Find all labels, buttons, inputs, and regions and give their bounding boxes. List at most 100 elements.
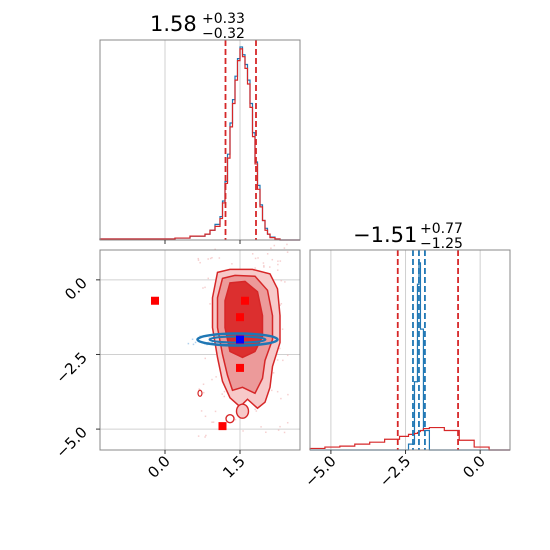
- right-hist-series-1: [309, 426, 510, 451]
- joint-sample-dot: [269, 266, 271, 268]
- joint-sample-dot: [255, 410, 258, 412]
- joint-sample-dot-blue: [194, 341, 197, 344]
- joint-sample-dot: [212, 421, 215, 423]
- top-plot-area: [99, 39, 301, 244]
- right-title-lower: −1.25: [420, 236, 463, 252]
- joint-ytick-label: −2.5: [52, 349, 90, 387]
- top-frame: [99, 39, 301, 241]
- joint-sample-dot: [277, 429, 280, 431]
- panel-joint: 0.0 1.5 0.0 −2.5 −5.0: [52, 243, 301, 482]
- joint-sample-dot: [208, 337, 211, 339]
- joint-sample-dot: [283, 247, 286, 249]
- joint-red-island: [235, 403, 250, 419]
- joint-sample-dot: [214, 248, 216, 251]
- right-xtick-label: −2.5: [376, 452, 414, 490]
- joint-sample-dot: [209, 257, 212, 260]
- joint-sample-dot: [286, 243, 288, 246]
- joint-sample-dot: [287, 393, 289, 396]
- joint-sample-dot: [202, 287, 204, 289]
- joint-sample-dot: [271, 258, 274, 261]
- joint-sample-dot: [273, 244, 276, 247]
- joint-sample-dot: [204, 436, 206, 438]
- joint-sample-dot-blue: [192, 343, 195, 346]
- joint-sample-dot-blue: [191, 338, 194, 341]
- joint-sample-dot-blue: [187, 342, 190, 345]
- joint-sample-dot: [202, 383, 205, 386]
- panel-top-marginal: 1.58 +0.33 −0.32: [99, 11, 301, 244]
- joint-frame: [99, 249, 301, 451]
- joint-sample-dot: [211, 421, 213, 423]
- joint-sample-dot: [197, 259, 200, 261]
- joint-sample-dot: [254, 408, 256, 411]
- joint-sample-dot: [203, 391, 205, 394]
- joint-sample-dot: [234, 418, 237, 421]
- right-frame: [309, 249, 511, 451]
- joint-sample-dot: [280, 302, 283, 305]
- joint-sample-dot: [281, 328, 284, 330]
- joint-sample-dot: [214, 410, 217, 413]
- joint-sample-dot: [276, 269, 279, 271]
- right-title-upper: +0.77: [420, 221, 463, 237]
- joint-sample-dot: [207, 277, 209, 280]
- joint-sample-dot: [209, 303, 211, 305]
- joint-sample-dot: [221, 393, 223, 395]
- joint-sample-dot: [276, 390, 279, 393]
- joint-sample-dot-blue: [211, 342, 213, 344]
- joint-sample-dot: [263, 266, 265, 268]
- joint-sample-dot: [215, 376, 217, 378]
- joint-ytick-label: 0.0: [61, 274, 91, 304]
- top-hist-series-1: [99, 48, 300, 241]
- joint-sample-dot: [223, 395, 226, 398]
- joint-sample-dot: [257, 257, 259, 259]
- joint-sample-dot: [197, 435, 200, 437]
- joint-sample-dot: [272, 372, 275, 374]
- panel-right-marginal: −1.51 +0.77 −1.25 −5.0 −2.5 0.0: [301, 221, 511, 491]
- joint-sample-dot: [271, 389, 273, 392]
- joint-sample-dot: [207, 258, 209, 260]
- joint-xtick-label: 1.5: [219, 452, 249, 482]
- joint-sample-dot: [231, 263, 233, 265]
- top-hist-series-0: [99, 46, 300, 241]
- right-xtick-label: −5.0: [301, 452, 339, 490]
- joint-sample-dot: [205, 434, 207, 437]
- joint-sample-dot: [218, 257, 221, 259]
- joint-xtick-label: 0.0: [144, 452, 174, 482]
- joint-sample-dot: [286, 421, 289, 424]
- joint-sample-dot: [198, 388, 200, 390]
- joint-sample-dot: [279, 347, 281, 350]
- top-title-upper: +0.33: [202, 11, 245, 27]
- joint-sample-dot: [197, 257, 200, 260]
- joint-red-island: [225, 413, 235, 424]
- joint-sample-dot: [286, 251, 289, 253]
- right-xtick-label: 0.0: [459, 452, 489, 482]
- joint-sample-dot: [277, 263, 279, 266]
- joint-marker-0: [151, 296, 159, 305]
- joint-marker-5: [236, 335, 244, 344]
- right-plot-area: −5.0 −2.5 0.0: [301, 249, 511, 491]
- joint-plot-area: 0.0 1.5 0.0 −2.5 −5.0: [52, 243, 301, 482]
- joint-sample-dot: [270, 247, 272, 250]
- joint-sample-dot: [200, 410, 203, 412]
- joint-sample-dot: [204, 415, 207, 418]
- joint-sample-dot: [254, 267, 256, 269]
- top-title-lower: −0.32: [202, 26, 245, 42]
- joint-sample-dot: [204, 286, 206, 289]
- joint-sample-dot: [279, 260, 282, 262]
- joint-sample-dot: [286, 354, 289, 357]
- joint-sample-dot: [208, 341, 210, 344]
- joint-sample-dot: [277, 260, 279, 262]
- joint-sample-dot: [284, 281, 286, 283]
- joint-sample-dot: [211, 378, 213, 381]
- joint-marker-4: [218, 422, 227, 431]
- joint-sample-dot: [223, 390, 226, 393]
- joint-sample-dot: [283, 431, 286, 434]
- joint-sample-dot: [254, 257, 257, 260]
- joint-sample-dot: [242, 430, 244, 432]
- joint-sample-dot: [260, 426, 262, 428]
- joint-blue-contour-outer: [196, 332, 279, 347]
- top-title-value: 1.58: [150, 12, 197, 36]
- joint-sample-dot: [199, 261, 201, 264]
- joint-marker-3: [236, 363, 244, 372]
- joint-sample-dot: [280, 397, 282, 400]
